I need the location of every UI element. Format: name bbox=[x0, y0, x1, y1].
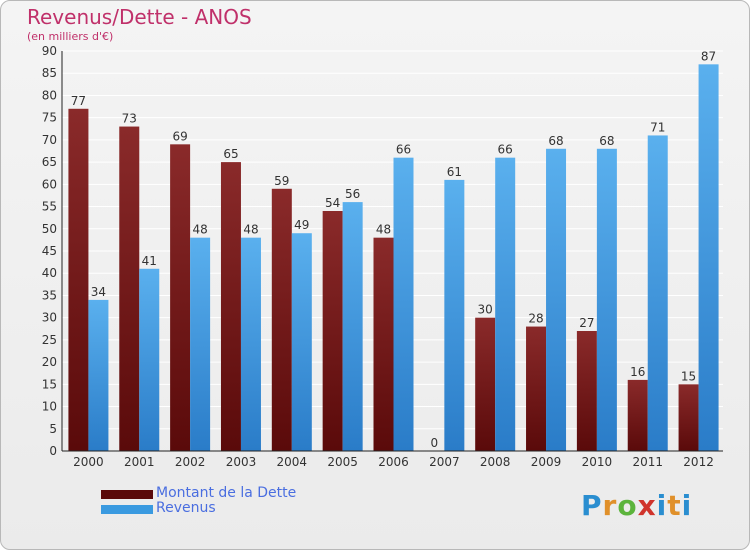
legend-label-dette: Montant de la Dette bbox=[156, 485, 297, 501]
x-tick-label: 2004 bbox=[277, 455, 308, 469]
x-tick-label: 2005 bbox=[327, 455, 358, 469]
data-label-revenus: 48 bbox=[192, 223, 207, 237]
y-tick-label: 30 bbox=[42, 311, 57, 325]
data-label-dette: 69 bbox=[172, 129, 187, 143]
y-tick-label: 80 bbox=[42, 88, 57, 102]
y-tick-label: 25 bbox=[42, 333, 57, 347]
y-tick-label: 70 bbox=[42, 133, 57, 147]
bar-revenus bbox=[444, 179, 465, 451]
data-label-dette: 73 bbox=[122, 112, 137, 126]
data-label-revenus: 66 bbox=[396, 143, 411, 157]
bar-dette bbox=[678, 384, 699, 451]
axis-layer: 0 5 10 15 20 25 30 35 40 45 50 55 60 65 70 75 80 85 90 2000… bbox=[42, 44, 723, 469]
x-tick-label: 2008 bbox=[480, 455, 511, 469]
legend-swatch-revenus bbox=[101, 505, 153, 514]
y-tick-label: 65 bbox=[42, 155, 57, 169]
y-tick-label: 5 bbox=[49, 422, 57, 436]
data-label-dette: 0 bbox=[431, 436, 439, 450]
y-tick-label: 20 bbox=[42, 355, 57, 369]
data-label-dette: 77 bbox=[71, 94, 86, 108]
x-tick-label: 2007 bbox=[429, 455, 460, 469]
y-tick-label: 10 bbox=[42, 400, 57, 414]
y-tick-label: 35 bbox=[42, 288, 57, 302]
data-label-dette: 48 bbox=[376, 223, 391, 237]
y-tick-label: 0 bbox=[49, 444, 57, 458]
proxiti-logo: Proxiti bbox=[581, 489, 693, 522]
bar-dette bbox=[627, 379, 648, 451]
data-label-revenus: 66 bbox=[498, 143, 513, 157]
data-label-revenus: 71 bbox=[650, 120, 665, 134]
bar-dette bbox=[68, 108, 89, 452]
data-label-dette: 30 bbox=[478, 303, 493, 317]
bar-revenus bbox=[495, 157, 516, 451]
bar-revenus bbox=[393, 157, 414, 451]
bars-layer bbox=[68, 64, 719, 452]
data-label-revenus: 56 bbox=[345, 187, 360, 201]
bar-revenus bbox=[596, 148, 617, 451]
x-tick-label: 2010 bbox=[582, 455, 613, 469]
chart-subtitle: (en milliers d'€) bbox=[27, 30, 114, 43]
bar-revenus bbox=[240, 237, 261, 451]
legend-label-revenus: Revenus bbox=[156, 500, 216, 516]
bar-dette bbox=[373, 237, 394, 451]
bar-dette bbox=[526, 326, 547, 451]
bar-revenus bbox=[291, 233, 312, 451]
data-label-dette: 28 bbox=[528, 312, 543, 326]
y-tick-label: 90 bbox=[42, 44, 57, 58]
bar-revenus bbox=[139, 268, 160, 451]
bar-dette bbox=[119, 126, 140, 452]
data-label-dette: 54 bbox=[325, 196, 340, 210]
bar-revenus bbox=[647, 135, 668, 451]
bar-revenus bbox=[190, 237, 211, 451]
y-tick-label: 55 bbox=[42, 200, 57, 214]
bar-revenus bbox=[698, 64, 719, 452]
data-label-revenus: 41 bbox=[142, 254, 157, 268]
labels-layer: 77 34 73 41 69 48 65 48 59 49 54 56 48 66 0 61 30 66 28 68 2… bbox=[71, 49, 716, 450]
x-tick-label: 2002 bbox=[175, 455, 206, 469]
bar-dette bbox=[576, 331, 597, 451]
chart-title: Revenus/Dette - ANOS bbox=[27, 5, 252, 29]
y-tick-label: 85 bbox=[42, 66, 57, 80]
data-label-revenus: 61 bbox=[447, 165, 462, 179]
data-label-revenus: 68 bbox=[548, 134, 563, 148]
data-label-dette: 15 bbox=[681, 369, 696, 383]
data-label-revenus: 68 bbox=[599, 134, 614, 148]
bar-revenus bbox=[88, 299, 109, 451]
y-tick-label: 15 bbox=[42, 377, 57, 391]
bar-revenus bbox=[342, 202, 363, 451]
bar-dette bbox=[271, 188, 292, 451]
x-tick-label: 2000 bbox=[73, 455, 104, 469]
bar-dette bbox=[475, 317, 496, 451]
data-label-dette: 65 bbox=[223, 147, 238, 161]
x-tick-label: 2009 bbox=[531, 455, 562, 469]
y-tick-label: 75 bbox=[42, 111, 57, 125]
x-tick-label: 2012 bbox=[683, 455, 714, 469]
legend-swatch-dette bbox=[101, 490, 153, 499]
x-tick-label: 2003 bbox=[226, 455, 257, 469]
data-label-revenus: 34 bbox=[91, 285, 106, 299]
x-tick-label: 2011 bbox=[632, 455, 663, 469]
data-label-revenus: 87 bbox=[701, 49, 716, 63]
y-tick-label: 40 bbox=[42, 266, 57, 280]
data-label-dette: 59 bbox=[274, 174, 289, 188]
bar-dette bbox=[170, 144, 191, 452]
bar-dette bbox=[220, 162, 241, 451]
data-label-dette: 27 bbox=[579, 316, 594, 330]
y-tick-label: 50 bbox=[42, 222, 57, 236]
bar-revenus bbox=[546, 148, 567, 451]
data-label-revenus: 49 bbox=[294, 218, 309, 232]
x-tick-label: 2006 bbox=[378, 455, 409, 469]
y-tick-label: 60 bbox=[42, 177, 57, 191]
bar-dette bbox=[322, 211, 343, 451]
x-tick-label: 2001 bbox=[124, 455, 155, 469]
y-tick-label: 45 bbox=[42, 244, 57, 258]
data-label-dette: 16 bbox=[630, 365, 645, 379]
data-label-revenus: 48 bbox=[243, 223, 258, 237]
